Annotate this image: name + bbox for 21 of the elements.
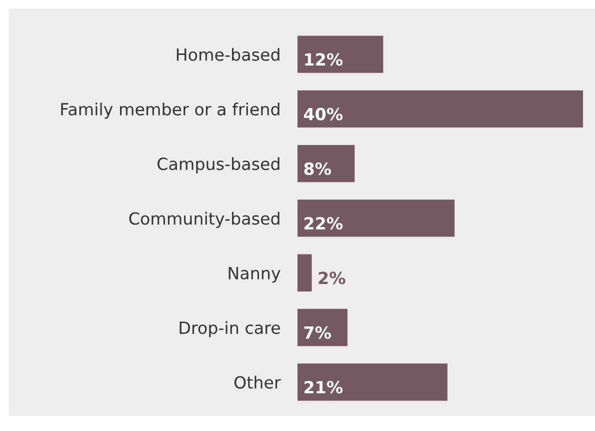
- bar: [298, 254, 312, 292]
- data-label: 8%: [304, 162, 331, 175]
- y-tick-label: Campus-based: [158, 157, 280, 174]
- data-label: 12%: [305, 53, 343, 66]
- y-tick-label: Nanny: [228, 267, 280, 283]
- y-tick-label: Family member or a friend: [61, 102, 280, 119]
- data-label: 7%: [304, 326, 331, 339]
- bar: [298, 200, 455, 237]
- y-tick-label: Other: [234, 376, 281, 389]
- data-label: 22%: [304, 217, 343, 230]
- data-label: 21%: [304, 380, 343, 394]
- bar: [298, 364, 448, 401]
- y-tick-label: Drop-in care: [180, 321, 280, 338]
- bar: [298, 308, 348, 346]
- y-tick-label: Home-based: [176, 48, 280, 61]
- bar: [298, 145, 355, 182]
- bar: [298, 36, 384, 73]
- y-tick-label: Community-based: [129, 212, 280, 228]
- data-label: 2%: [318, 272, 346, 284]
- data-label: 40%: [304, 108, 343, 120]
- bar: [298, 90, 584, 128]
